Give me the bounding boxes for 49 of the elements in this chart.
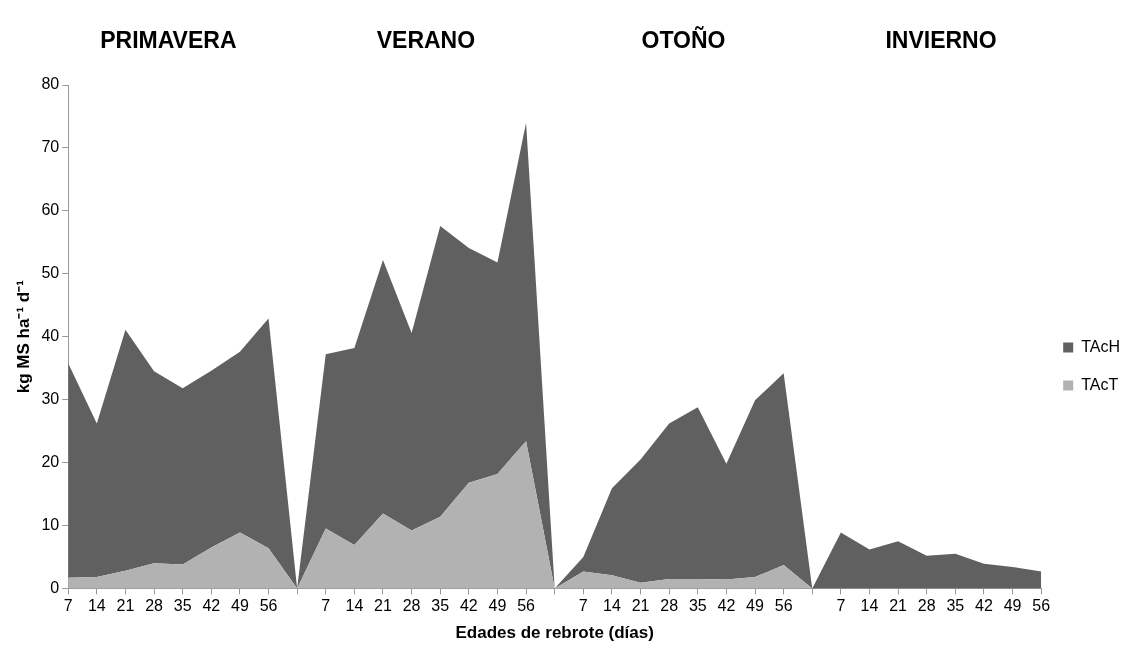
y-tick-label: 60 [41,201,60,219]
y-tick-label: 40 [41,327,60,345]
y-tick-label: 70 [41,138,60,156]
x-tick-label: 28 [660,597,679,615]
legend-label: TAcH [1081,337,1120,355]
x-tick-label: 7 [836,597,846,615]
x-tick-label: 7 [578,597,588,615]
x-tick-label: 21 [889,597,908,615]
x-tick-label: 49 [1003,597,1022,615]
x-tick-label: 14 [603,597,621,615]
x-tick-label: 35 [431,597,450,615]
text: PRIMAVERA [100,27,237,54]
x-tick-label: 49 [231,597,249,615]
y-tick-label: 50 [41,264,60,282]
x-tick-label: 56 [1032,597,1051,615]
x-tick-label: 42 [459,597,478,615]
text: INVIERNO [885,27,997,54]
x-tick-label: 14 [87,597,106,615]
x-axis-title: Edades de rebrote (días) [455,623,654,643]
x-tick-label: 7 [321,597,331,615]
legend-label: TAcT [1081,375,1119,393]
y-tick-label: 80 [41,75,60,93]
x-tick-label: 42 [975,597,993,615]
x-tick-label: 28 [917,597,936,615]
x-tick-label: 21 [631,597,650,615]
x-tick-label: 14 [345,597,364,615]
x-tick-label: 56 [517,597,536,615]
y-axis-title: kg MS ha⁻¹ d⁻¹ [13,279,33,394]
x-tick-label: 28 [402,597,421,615]
x-tick-label: 35 [688,597,707,615]
x-tick-label: 35 [946,597,965,615]
x-tick-label: 21 [116,597,135,615]
text: VERANO [376,27,476,54]
x-tick-label: 49 [746,597,765,615]
x-tick-label: 56 [774,597,793,615]
x-tick-label: 49 [488,597,507,615]
y-tick-label: 0 [50,578,60,596]
x-tick-label: 7 [63,597,73,615]
x-tick-label: 14 [860,597,879,615]
x-tick-label: 42 [717,597,736,615]
x-tick-label: 56 [259,597,278,615]
x-tick-label: 28 [145,597,164,615]
y-tick-label: 10 [41,515,60,533]
text: OTOÑO [641,26,726,54]
y-tick-label: 30 [41,390,60,408]
y-tick-label: 20 [41,452,60,470]
x-tick-label: 42 [202,597,221,615]
x-tick-label: 21 [374,597,392,615]
x-tick-label: 35 [173,597,192,615]
